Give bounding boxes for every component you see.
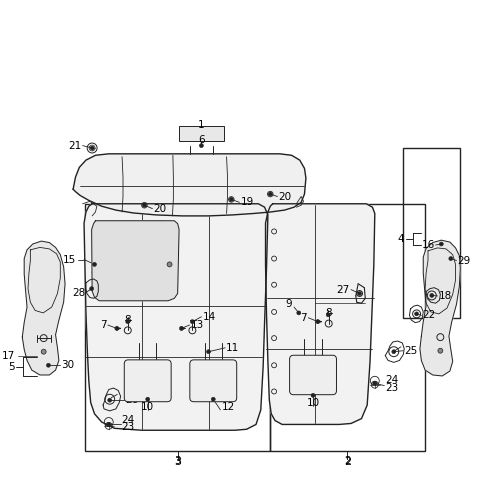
Text: 17: 17 (2, 350, 15, 361)
Text: 16: 16 (421, 240, 435, 250)
Text: 29: 29 (457, 255, 471, 266)
Text: 7: 7 (100, 320, 107, 330)
Text: 21: 21 (68, 141, 81, 150)
Circle shape (191, 319, 194, 323)
Text: 2: 2 (344, 456, 351, 466)
Circle shape (206, 350, 211, 354)
Circle shape (41, 349, 46, 354)
Circle shape (326, 313, 330, 317)
Circle shape (316, 319, 320, 323)
Text: 15: 15 (63, 254, 76, 265)
Text: 13: 13 (191, 320, 204, 330)
Circle shape (297, 311, 301, 315)
Text: 20: 20 (154, 204, 167, 214)
FancyBboxPatch shape (190, 360, 237, 402)
Text: 25: 25 (404, 346, 418, 356)
Bar (179, 126, 224, 141)
Polygon shape (92, 221, 179, 301)
Circle shape (93, 263, 96, 267)
Text: 9: 9 (286, 299, 292, 309)
Circle shape (373, 381, 377, 385)
Text: 30: 30 (61, 360, 74, 370)
Text: 18: 18 (438, 291, 452, 301)
Bar (403, 148, 460, 318)
Circle shape (230, 198, 233, 201)
FancyBboxPatch shape (124, 360, 171, 402)
Text: 24: 24 (385, 375, 398, 385)
Circle shape (311, 393, 315, 397)
Text: 3: 3 (174, 456, 181, 466)
Text: 10: 10 (141, 402, 154, 412)
Bar (85, 204, 270, 451)
Circle shape (199, 144, 204, 147)
Text: 11: 11 (226, 343, 240, 353)
Text: 10: 10 (306, 398, 320, 409)
Polygon shape (420, 240, 460, 376)
Text: 20: 20 (278, 192, 291, 201)
Circle shape (269, 193, 272, 196)
Circle shape (107, 422, 111, 426)
Text: 8: 8 (325, 308, 332, 318)
Text: 24: 24 (121, 415, 135, 425)
Text: 6: 6 (198, 135, 204, 146)
Polygon shape (73, 154, 306, 216)
Circle shape (180, 326, 183, 330)
Circle shape (415, 312, 419, 316)
Text: 26: 26 (125, 395, 138, 405)
Circle shape (430, 294, 434, 297)
Circle shape (146, 397, 150, 401)
Circle shape (108, 398, 112, 402)
Text: 14: 14 (203, 312, 216, 322)
Circle shape (449, 257, 453, 261)
Text: 23: 23 (121, 422, 135, 432)
Circle shape (358, 292, 361, 295)
Circle shape (47, 363, 50, 367)
Circle shape (229, 197, 233, 201)
Text: 3: 3 (174, 457, 181, 467)
Polygon shape (22, 241, 65, 375)
Text: 8: 8 (124, 315, 131, 325)
Circle shape (126, 319, 130, 323)
Text: 22: 22 (422, 310, 435, 320)
Circle shape (143, 203, 146, 207)
Bar (270, 204, 425, 451)
Circle shape (90, 287, 94, 291)
Text: 28: 28 (72, 288, 85, 297)
Text: 19: 19 (240, 197, 253, 207)
Text: 12: 12 (221, 402, 235, 412)
Text: 2: 2 (344, 457, 351, 467)
Circle shape (392, 350, 396, 354)
Circle shape (438, 348, 443, 353)
Text: 27: 27 (336, 285, 349, 294)
Text: 7: 7 (300, 313, 307, 323)
Polygon shape (84, 204, 268, 430)
Circle shape (268, 192, 272, 196)
Circle shape (90, 146, 94, 150)
FancyBboxPatch shape (289, 355, 336, 394)
Circle shape (211, 397, 215, 401)
Circle shape (439, 242, 444, 246)
Polygon shape (265, 204, 375, 424)
Text: 5: 5 (9, 362, 15, 372)
Circle shape (115, 326, 119, 330)
Text: 4: 4 (397, 234, 404, 244)
Text: 1: 1 (198, 120, 204, 130)
Text: 23: 23 (385, 383, 398, 392)
Circle shape (143, 204, 145, 206)
Circle shape (167, 262, 172, 267)
